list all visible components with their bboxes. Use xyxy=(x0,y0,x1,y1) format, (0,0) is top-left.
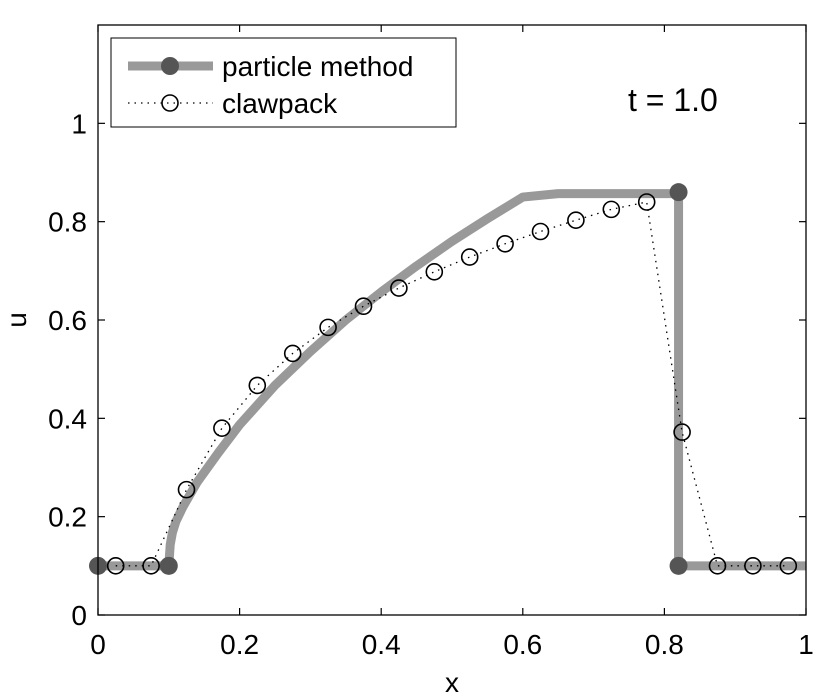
series-particle-method-line xyxy=(98,189,806,571)
particle-method-point xyxy=(669,556,688,575)
x-tick-label: 0.8 xyxy=(645,629,684,660)
particle-method-point xyxy=(159,556,178,575)
clawpack-point xyxy=(248,376,267,395)
x-tick-label: 0.4 xyxy=(362,629,401,660)
y-tick-label: 0.8 xyxy=(48,207,87,238)
ticks-layer: 0 0.2 0.4 0.6 0.8 1 0 0.2 0.4 0.6 0.8 1 xyxy=(48,25,814,660)
y-tick-label: 0.6 xyxy=(48,305,87,336)
legend-clawpack-marker xyxy=(161,94,179,112)
legend: particle method clawpack xyxy=(110,37,457,128)
legend-label-clawpack: clawpack xyxy=(222,88,338,119)
y-axis-label: u xyxy=(1,312,32,328)
clawpack-point xyxy=(460,248,479,266)
clawpack-point xyxy=(744,557,762,575)
clawpack-point xyxy=(637,193,656,211)
x-tick-label: 0.2 xyxy=(220,629,259,660)
clawpack-point xyxy=(567,211,585,229)
y-tick-label: 0.4 xyxy=(48,403,87,434)
x-axis-label: x xyxy=(445,667,459,698)
clawpack-point xyxy=(283,344,302,363)
y-tick-label: 1 xyxy=(71,108,87,139)
clawpack-point xyxy=(106,557,125,575)
y-tick-label: 0 xyxy=(71,600,87,631)
legend-particle-marker xyxy=(161,57,179,75)
legend-box xyxy=(110,37,457,128)
clawpack-point xyxy=(779,557,798,575)
clawpack-point xyxy=(177,480,196,499)
clawpack-point xyxy=(673,423,691,441)
clawpack-point xyxy=(319,318,337,337)
series-layer xyxy=(89,183,806,575)
clawpack-point xyxy=(708,557,727,575)
clawpack-point xyxy=(142,557,160,575)
particle-method-point xyxy=(669,183,688,202)
clawpack-point xyxy=(213,419,231,437)
legend-label-particle-method: particle method xyxy=(222,51,413,82)
x-tick-label: 0 xyxy=(90,629,106,660)
clawpack-point xyxy=(531,222,550,241)
clawpack-point xyxy=(390,279,408,297)
clawpack-point xyxy=(602,200,621,219)
time-annotation: t = 1.0 xyxy=(628,82,718,118)
y-tick-label: 0.2 xyxy=(48,502,87,533)
x-tick-label: 1 xyxy=(798,629,814,660)
clawpack-point xyxy=(496,234,514,253)
clawpack-point xyxy=(425,263,444,281)
x-tick-label: 0.6 xyxy=(503,629,542,660)
clawpack-point xyxy=(354,297,373,316)
